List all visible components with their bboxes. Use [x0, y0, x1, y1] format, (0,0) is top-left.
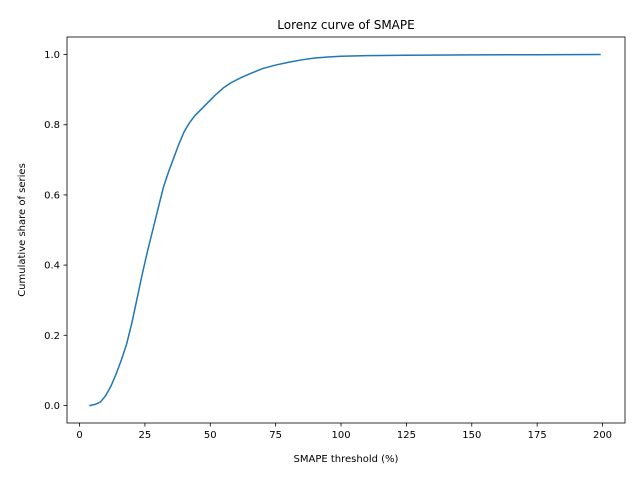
y-tick-label: 0.8	[44, 120, 60, 131]
axes-frame	[66, 36, 626, 424]
y-tick-label: 0.0	[44, 401, 60, 412]
y-tick-label: 1.0	[44, 50, 60, 61]
x-axis-label: SMAPE threshold (%)	[294, 454, 399, 465]
x-tick-label: 200	[593, 430, 612, 441]
x-tick-label: 175	[528, 430, 547, 441]
x-tick-label: 125	[397, 430, 416, 441]
x-tick-label: 150	[462, 430, 481, 441]
plot-area	[89, 53, 601, 407]
x-axis-ticks: 0 25 50 75 100 125 150 175 200	[76, 423, 612, 441]
y-axis-ticks: 0.0 0.2 0.4 0.6 0.8 1.0	[44, 50, 67, 412]
x-tick-label: 0	[76, 430, 82, 441]
y-tick-label: 0.4	[44, 261, 60, 272]
chart-title: Lorenz curve of SMAPE	[277, 18, 414, 32]
x-tick-label: 75	[269, 430, 282, 441]
y-tick-label: 0.6	[44, 190, 60, 201]
y-tick-label: 0.2	[44, 331, 60, 342]
series-line-0	[89, 53, 601, 407]
x-tick-label: 50	[204, 430, 217, 441]
y-axis-label: Cumulative share of series	[17, 163, 28, 297]
x-tick-label: 25	[139, 430, 152, 441]
x-tick-label: 100	[331, 430, 350, 441]
